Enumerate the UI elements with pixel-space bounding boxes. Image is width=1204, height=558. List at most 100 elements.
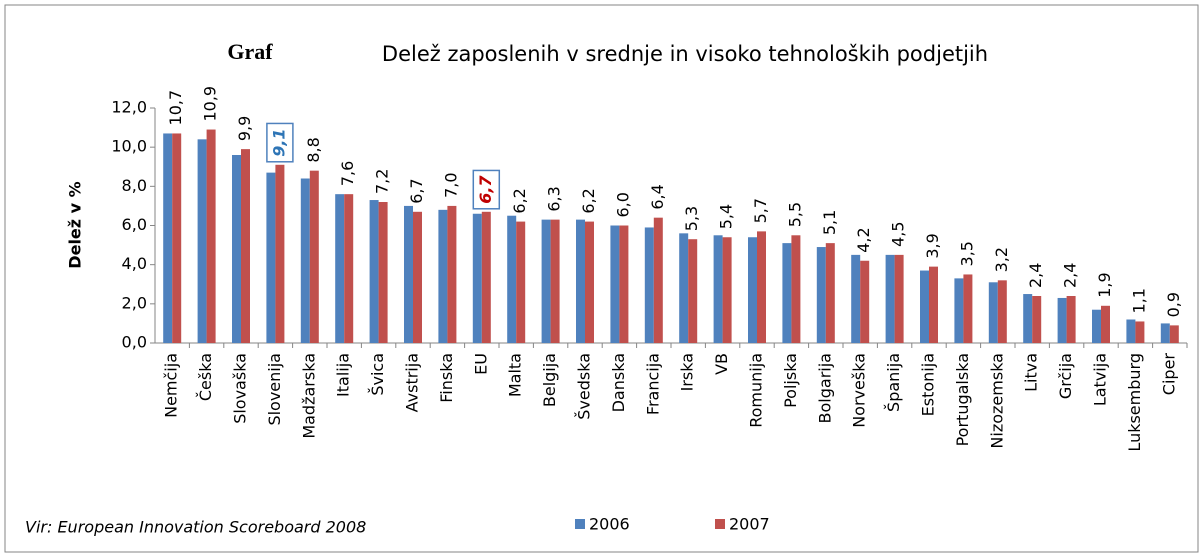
x-tick-label: Irska: [678, 353, 697, 391]
value-label-group: 5,7: [751, 198, 770, 223]
value-label-group: 9,9: [235, 116, 254, 141]
bar: [644, 227, 654, 343]
value-label-group: 4,5: [889, 221, 908, 246]
bar: [163, 133, 173, 343]
bar: [447, 205, 457, 343]
value-label: 2,4: [1026, 263, 1045, 288]
bar: [472, 213, 482, 343]
value-label-group: 6,3: [545, 186, 564, 211]
bar: [344, 194, 354, 343]
x-tick-label: Malta: [506, 353, 525, 397]
x-tick-label: Portugalska: [953, 353, 972, 446]
bar: [1126, 319, 1136, 343]
x-tick-label: Švica: [368, 353, 387, 396]
value-label: 3,2: [992, 247, 1011, 272]
x-tick-label: Ciper: [1159, 353, 1178, 396]
value-label-group: 7,2: [373, 169, 392, 194]
bar: [816, 247, 826, 343]
value-label-group: 0,9: [1164, 292, 1183, 317]
x-tick-label: Slovenija: [265, 353, 284, 426]
bar: [206, 129, 216, 343]
bar: [825, 243, 835, 343]
y-tick-label: 4,0: [122, 254, 147, 273]
value-label-group: 1,1: [1129, 288, 1148, 313]
bar: [619, 225, 629, 343]
chart-title: Delež zaposlenih v srednje in visoko teh…: [382, 42, 988, 66]
bar: [1066, 296, 1076, 343]
bar: [1169, 325, 1179, 343]
value-label-group: 6,7: [407, 178, 426, 203]
overlay-label: Graf: [227, 39, 273, 64]
bar: [851, 254, 861, 343]
bar: [929, 266, 938, 343]
value-label-group: 1,9: [1095, 272, 1114, 297]
y-tick-label: 2,0: [122, 293, 147, 312]
value-label-group: 5,5: [785, 202, 804, 227]
y-tick-label: 0,0: [122, 333, 147, 352]
bar: [541, 219, 551, 343]
bar: [610, 225, 620, 343]
x-tick-label: Nizozemska: [987, 353, 1006, 449]
value-label: 10,9: [201, 86, 220, 122]
x-tick-label: Italija: [334, 353, 353, 397]
y-tick-label: 12,0: [111, 98, 147, 117]
value-label-group: 7,6: [338, 161, 357, 186]
bar: [378, 202, 388, 343]
bar: [860, 260, 870, 343]
value-label-group: 3,9: [923, 233, 942, 258]
value-label: 7,6: [338, 161, 357, 186]
x-tick-label: Estonija: [919, 353, 938, 416]
bar: [885, 254, 895, 343]
bar: [266, 172, 276, 343]
value-label: 4,2: [854, 227, 873, 252]
bar: [1057, 297, 1067, 343]
value-label-group: 3,2: [992, 247, 1011, 272]
value-label: 6,7: [407, 178, 426, 203]
x-tick-label: Danska: [609, 353, 628, 412]
bar: [1135, 321, 1145, 343]
bar: [894, 254, 904, 343]
value-label-group: 8,8: [304, 137, 323, 162]
x-tick-label: Madžarska: [299, 353, 318, 439]
bar: [653, 217, 663, 343]
bar: [197, 139, 207, 343]
source: Vir: European Innovation Scoreboard 2008: [25, 518, 366, 537]
legend-label: 2007: [729, 515, 770, 534]
frame: [4, 4, 1199, 553]
y-tick-label: 10,0: [111, 137, 147, 156]
bar: [757, 231, 766, 343]
bar: [791, 235, 801, 343]
y-tick-label: 8,0: [122, 176, 147, 195]
bar: [954, 278, 964, 343]
x-tick-label: Litva: [1022, 353, 1041, 392]
value-label-group: 6,2: [510, 188, 529, 213]
legend-label: 2006: [589, 515, 630, 534]
value-label-group: 6,2: [579, 188, 598, 213]
bar: [963, 274, 973, 343]
bar: [748, 237, 757, 343]
value-label-group: 4,2: [854, 227, 873, 252]
value-label: 7,2: [373, 169, 392, 194]
bar: [713, 235, 723, 343]
value-label: 0,9: [1164, 292, 1183, 317]
y-tick-label: 6,0: [122, 215, 147, 234]
value-label: 6,0: [613, 192, 632, 217]
value-label: 6,3: [545, 186, 564, 211]
value-label: 5,3: [682, 206, 701, 231]
x-tick-label: Latvija: [1091, 353, 1110, 406]
x-tick-label: Norveška: [850, 353, 869, 428]
bar: [481, 211, 491, 343]
bar: [404, 205, 413, 343]
bar: [997, 280, 1007, 343]
bar: [413, 211, 422, 343]
value-label-group: 6,4: [648, 184, 667, 209]
value-label: 3,5: [957, 241, 976, 266]
highlight-box: [266, 122, 294, 163]
bar: [369, 200, 379, 343]
x-tick-label: Španija: [884, 353, 903, 412]
bar: [920, 270, 929, 343]
value-label: 5,1: [820, 210, 839, 235]
value-label-group: 5,3: [682, 206, 701, 231]
value-label: 8,8: [304, 137, 323, 162]
bar: [576, 219, 585, 343]
